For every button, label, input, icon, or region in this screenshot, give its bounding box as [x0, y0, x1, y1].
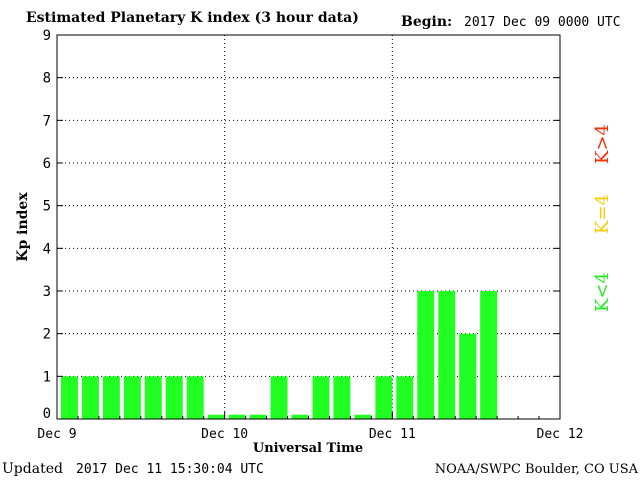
kp-bar [417, 291, 435, 419]
updated-label: Updated [2, 461, 63, 477]
kp-bar [207, 414, 225, 419]
kp-bar [81, 376, 99, 419]
kp-bar [480, 291, 498, 419]
begin-label: Begin: [401, 14, 452, 30]
y-tick-label: 6 [43, 156, 51, 172]
kp-bar [354, 414, 372, 419]
x-axis-label: Universal Time [253, 441, 363, 456]
x-tick-label: Dec 9 [37, 427, 76, 442]
y-tick-label: 4 [43, 241, 51, 257]
kp-bar [228, 414, 246, 419]
legend-item: K>4 [592, 124, 613, 164]
y-tick-label: 5 [43, 199, 51, 215]
y-tick-label: 3 [43, 284, 51, 300]
kp-bar [270, 376, 288, 419]
grid-lines [57, 35, 560, 419]
kp-bar [144, 376, 162, 419]
y-axis: 0 1 2 3 4 5 6 7 8 9 [43, 28, 560, 422]
legend-item: K=4 [592, 194, 613, 234]
y-tick-label: 7 [43, 113, 51, 129]
kp-bar [291, 414, 309, 419]
source-text: NOAA/SWPC Boulder, CO USA [435, 462, 639, 477]
legend-item: K<4 [592, 272, 613, 312]
kp-bar [165, 376, 183, 419]
y-tick-label: 1 [43, 369, 51, 385]
chart-title: Estimated Planetary K index (3 hour data… [26, 10, 359, 26]
y-tick-label: 0 [43, 406, 51, 422]
x-axis: Dec 9 Dec 10 Dec 11 Dec 12 [37, 412, 583, 442]
kp-bar [333, 376, 351, 419]
kp-bar [459, 333, 477, 419]
y-axis-label: Kp index [15, 192, 31, 262]
bar-series [61, 291, 498, 419]
updated-value: 2017 Dec 11 15:30:04 UTC [76, 462, 264, 477]
x-tick-label: Dec 10 [201, 427, 248, 442]
kp-bar [186, 376, 204, 419]
x-tick-label: Dec 11 [369, 427, 416, 442]
kp-bar [123, 376, 141, 419]
kp-bar [438, 291, 456, 419]
kp-bar [375, 376, 393, 419]
kp-bar [249, 414, 267, 419]
y-tick-label: 9 [43, 28, 51, 44]
x-tick-label: Dec 12 [537, 427, 584, 442]
kp-bar [102, 376, 120, 419]
begin-value: 2017 Dec 09 0000 UTC [464, 15, 621, 30]
kp-bar [312, 376, 330, 419]
y-tick-label: 8 [43, 71, 51, 87]
kp-bar [61, 376, 78, 419]
y-tick-label: 2 [43, 327, 51, 343]
kp-bar [396, 376, 414, 419]
legend: K<4 K=4 K>4 [592, 124, 613, 312]
